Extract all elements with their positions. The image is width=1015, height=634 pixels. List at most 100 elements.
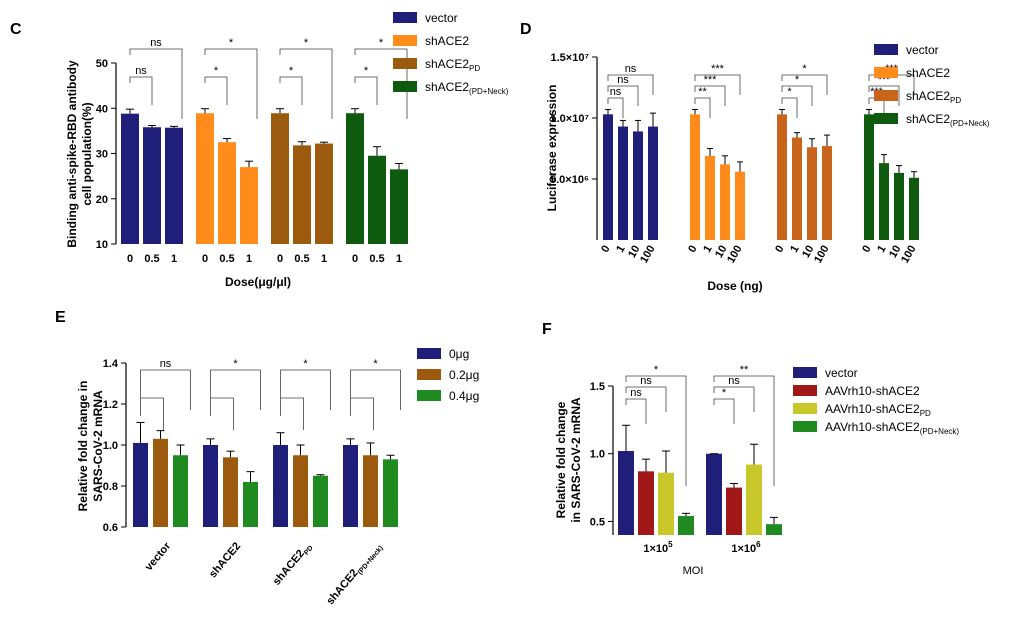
significance-bracket	[204, 76, 228, 105]
legend-swatch	[874, 113, 898, 124]
significance-label: ns	[150, 37, 162, 49]
bar	[368, 155, 386, 244]
significance-label: ns	[135, 65, 147, 77]
significance-label: **	[698, 86, 707, 98]
legend-swatch	[793, 421, 817, 432]
bar	[603, 114, 613, 240]
y-tick-label: 5.0×10⁶	[550, 174, 589, 186]
bar	[618, 126, 628, 240]
x-tick-label: 100	[638, 244, 658, 266]
bar	[648, 126, 658, 240]
significance-bracket	[279, 76, 303, 105]
bar	[618, 451, 634, 535]
significance-label: *	[289, 65, 294, 77]
bar	[121, 113, 139, 245]
significance-label: *	[364, 65, 369, 77]
significance-label: *	[802, 63, 807, 75]
legend-swatch	[393, 81, 417, 92]
y-axis-label-line2: in SARS-CoV-2 mRNA	[569, 397, 583, 523]
y-tick-label: 0.8	[103, 481, 118, 493]
significance-label: *	[214, 65, 219, 77]
y-tick-label: 0.5	[590, 516, 605, 528]
significance-label: ns	[160, 358, 172, 370]
panel-label: F	[542, 321, 552, 338]
legend-swatch	[417, 348, 441, 359]
x-tick-label: 1×106	[731, 540, 761, 555]
y-tick-label: 1.2	[103, 399, 118, 411]
x-tick-label: 0	[127, 253, 133, 265]
legend-label: shACE2(PD+Neck)	[906, 112, 990, 128]
y-axis-label-line1: Relative fold change in	[76, 381, 90, 512]
significance-bracket	[607, 85, 639, 106]
y-tick-label: 1.5×10⁷	[551, 52, 590, 64]
bar	[223, 457, 238, 527]
bar	[315, 143, 333, 244]
legend-label: shACE2PD	[906, 89, 961, 105]
bar	[271, 113, 289, 244]
bar	[165, 127, 183, 244]
y-tick-label: 40	[96, 103, 108, 115]
bar	[766, 524, 782, 535]
bar	[690, 114, 700, 240]
significance-label: *	[304, 37, 309, 49]
significance-label: **	[740, 364, 749, 376]
panel-label: C	[10, 21, 22, 38]
x-tick-label: 1×105	[643, 540, 673, 555]
y-axis-label-line1: Relative fold change	[554, 401, 568, 518]
significance-bracket	[129, 48, 183, 119]
panel-label: E	[55, 309, 66, 326]
legend-swatch	[393, 12, 417, 23]
x-tick-label: 0	[773, 244, 786, 255]
significance-bracket	[625, 398, 647, 424]
significance-bracket	[694, 85, 726, 106]
x-tick-label: 100	[899, 244, 919, 266]
legend-swatch	[417, 390, 441, 401]
bar	[792, 137, 802, 240]
y-tick-label: 1.5	[590, 381, 605, 393]
y-axis-label-line2: SARS-CoV-2 mRNA	[91, 390, 105, 502]
legend-label: shACE2	[906, 66, 950, 80]
significance-bracket	[713, 386, 755, 412]
significance-bracket-inner	[140, 397, 164, 430]
legend-label: 0.2μg	[449, 368, 479, 382]
significance-label: *	[654, 364, 659, 376]
bar	[133, 442, 148, 527]
bar	[807, 147, 817, 240]
significance-label: ns	[617, 74, 629, 86]
significance-label: ***	[711, 63, 725, 75]
significance-bracket-inner	[280, 397, 304, 430]
x-tick-label: 100	[725, 244, 745, 266]
bar	[343, 445, 358, 527]
bar	[313, 475, 328, 527]
legend-swatch	[793, 403, 817, 414]
legend-swatch	[874, 44, 898, 55]
bar	[894, 172, 904, 240]
bar	[777, 114, 787, 240]
bar	[720, 164, 730, 240]
x-tick-label: 10	[887, 244, 904, 261]
legend-label: vector	[825, 366, 858, 380]
bar	[203, 445, 218, 527]
bar	[633, 131, 643, 240]
x-axis-label: Dose(μg/μl)	[225, 275, 291, 289]
significance-label: *	[722, 387, 727, 399]
x-tick-label: 0.5	[219, 253, 234, 265]
bar	[705, 155, 715, 240]
significance-bracket	[694, 74, 741, 95]
legend-swatch	[793, 385, 817, 396]
legend-label: shACE2(PD+Neck)	[425, 80, 509, 96]
bar	[909, 177, 919, 240]
legend-swatch	[874, 90, 898, 101]
x-tick-label: 0	[686, 244, 699, 255]
legend-label: shACE2PD	[425, 57, 480, 73]
significance-bracket	[607, 97, 624, 118]
legend-label: vector	[906, 43, 939, 57]
bar	[293, 455, 308, 527]
bar	[346, 113, 364, 244]
panel-e: E 0.6 0.8 1.0 1.2 1.4 Relative fold change in S…	[55, 309, 479, 607]
x-tick-label: 1	[246, 253, 252, 265]
x-tick-label: 10	[713, 244, 730, 261]
x-tick-label: 1	[788, 244, 801, 255]
y-tick-label: 30	[96, 149, 108, 161]
